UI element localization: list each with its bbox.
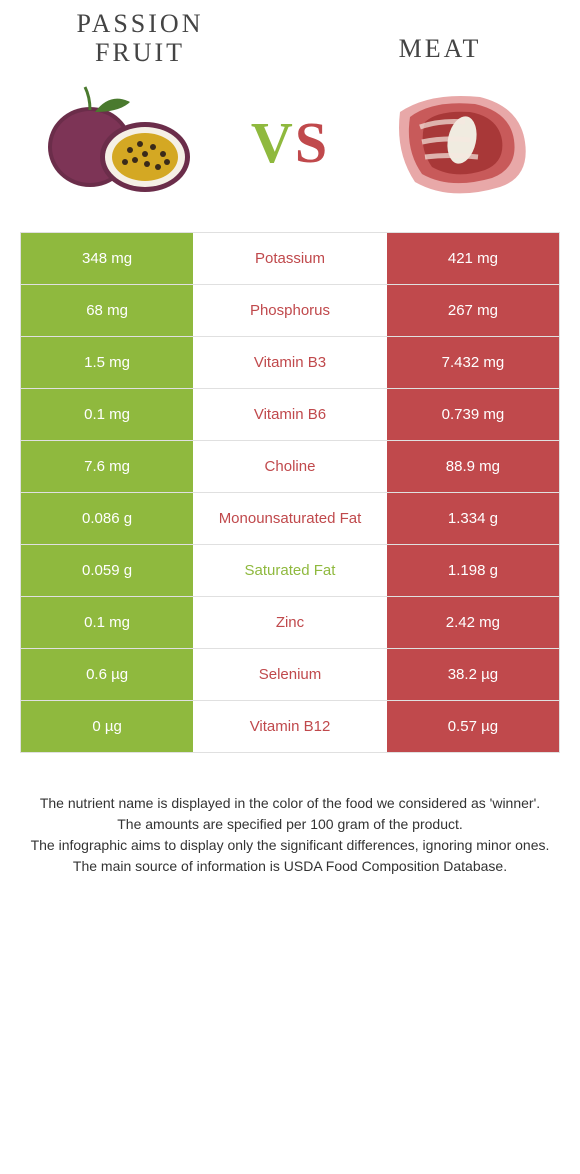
nutrient-row: 7.6 mgCholine88.9 mg [21,441,559,493]
nutrient-label: Vitamin B6 [193,389,387,440]
nutrient-row: 0.6 µgSelenium38.2 µg [21,649,559,701]
left-value: 348 mg [21,233,193,284]
passion-fruit-icon [35,72,210,212]
left-value: 1.5 mg [21,337,193,388]
images-row: VS [20,72,560,212]
footer: The nutrient name is displayed in the co… [20,793,560,877]
right-value: 267 mg [387,285,559,336]
footer-line: The amounts are specified per 100 gram o… [25,814,555,835]
right-title: Meat [350,35,530,64]
nutrient-label: Choline [193,441,387,492]
nutrient-row: 0.086 gMonounsaturated Fat1.334 g [21,493,559,545]
right-value: 7.432 mg [387,337,559,388]
left-value: 0.086 g [21,493,193,544]
footer-line: The nutrient name is displayed in the co… [25,793,555,814]
nutrient-label: Phosphorus [193,285,387,336]
nutrient-row: 68 mgPhosphorus267 mg [21,285,559,337]
nutrient-row: 348 mgPotassium421 mg [21,233,559,285]
vs-s: S [295,110,329,175]
footer-line: The infographic aims to display only the… [25,835,555,856]
left-value: 0.1 mg [21,597,193,648]
nutrient-row: 0 µgVitamin B120.57 µg [21,701,559,753]
right-value: 88.9 mg [387,441,559,492]
right-value: 2.42 mg [387,597,559,648]
nutrient-label: Zinc [193,597,387,648]
meat-icon [370,72,545,212]
nutrient-label: Selenium [193,649,387,700]
left-value: 68 mg [21,285,193,336]
nutrient-label: Saturated Fat [193,545,387,596]
nutrient-label: Vitamin B3 [193,337,387,388]
right-value: 0.57 µg [387,701,559,752]
nutrient-table: 348 mgPotassium421 mg68 mgPhosphorus267 … [20,232,560,753]
nutrient-row: 1.5 mgVitamin B37.432 mg [21,337,559,389]
nutrient-row: 0.1 mgVitamin B60.739 mg [21,389,559,441]
right-value: 1.334 g [387,493,559,544]
vs-v: V [251,110,295,175]
left-value: 0 µg [21,701,193,752]
right-value: 421 mg [387,233,559,284]
nutrient-label: Vitamin B12 [193,701,387,752]
right-value: 0.739 mg [387,389,559,440]
left-value: 0.6 µg [21,649,193,700]
right-value: 1.198 g [387,545,559,596]
nutrient-label: Potassium [193,233,387,284]
left-title: Passion fruit [50,10,230,67]
footer-line: The main source of information is USDA F… [25,856,555,877]
nutrient-row: 0.059 gSaturated Fat1.198 g [21,545,559,597]
nutrient-label: Monounsaturated Fat [193,493,387,544]
right-value: 38.2 µg [387,649,559,700]
left-value: 0.1 mg [21,389,193,440]
header: Passion fruit Meat [20,10,560,67]
nutrient-row: 0.1 mgZinc2.42 mg [21,597,559,649]
vs-label: VS [251,109,329,176]
left-value: 0.059 g [21,545,193,596]
left-value: 7.6 mg [21,441,193,492]
